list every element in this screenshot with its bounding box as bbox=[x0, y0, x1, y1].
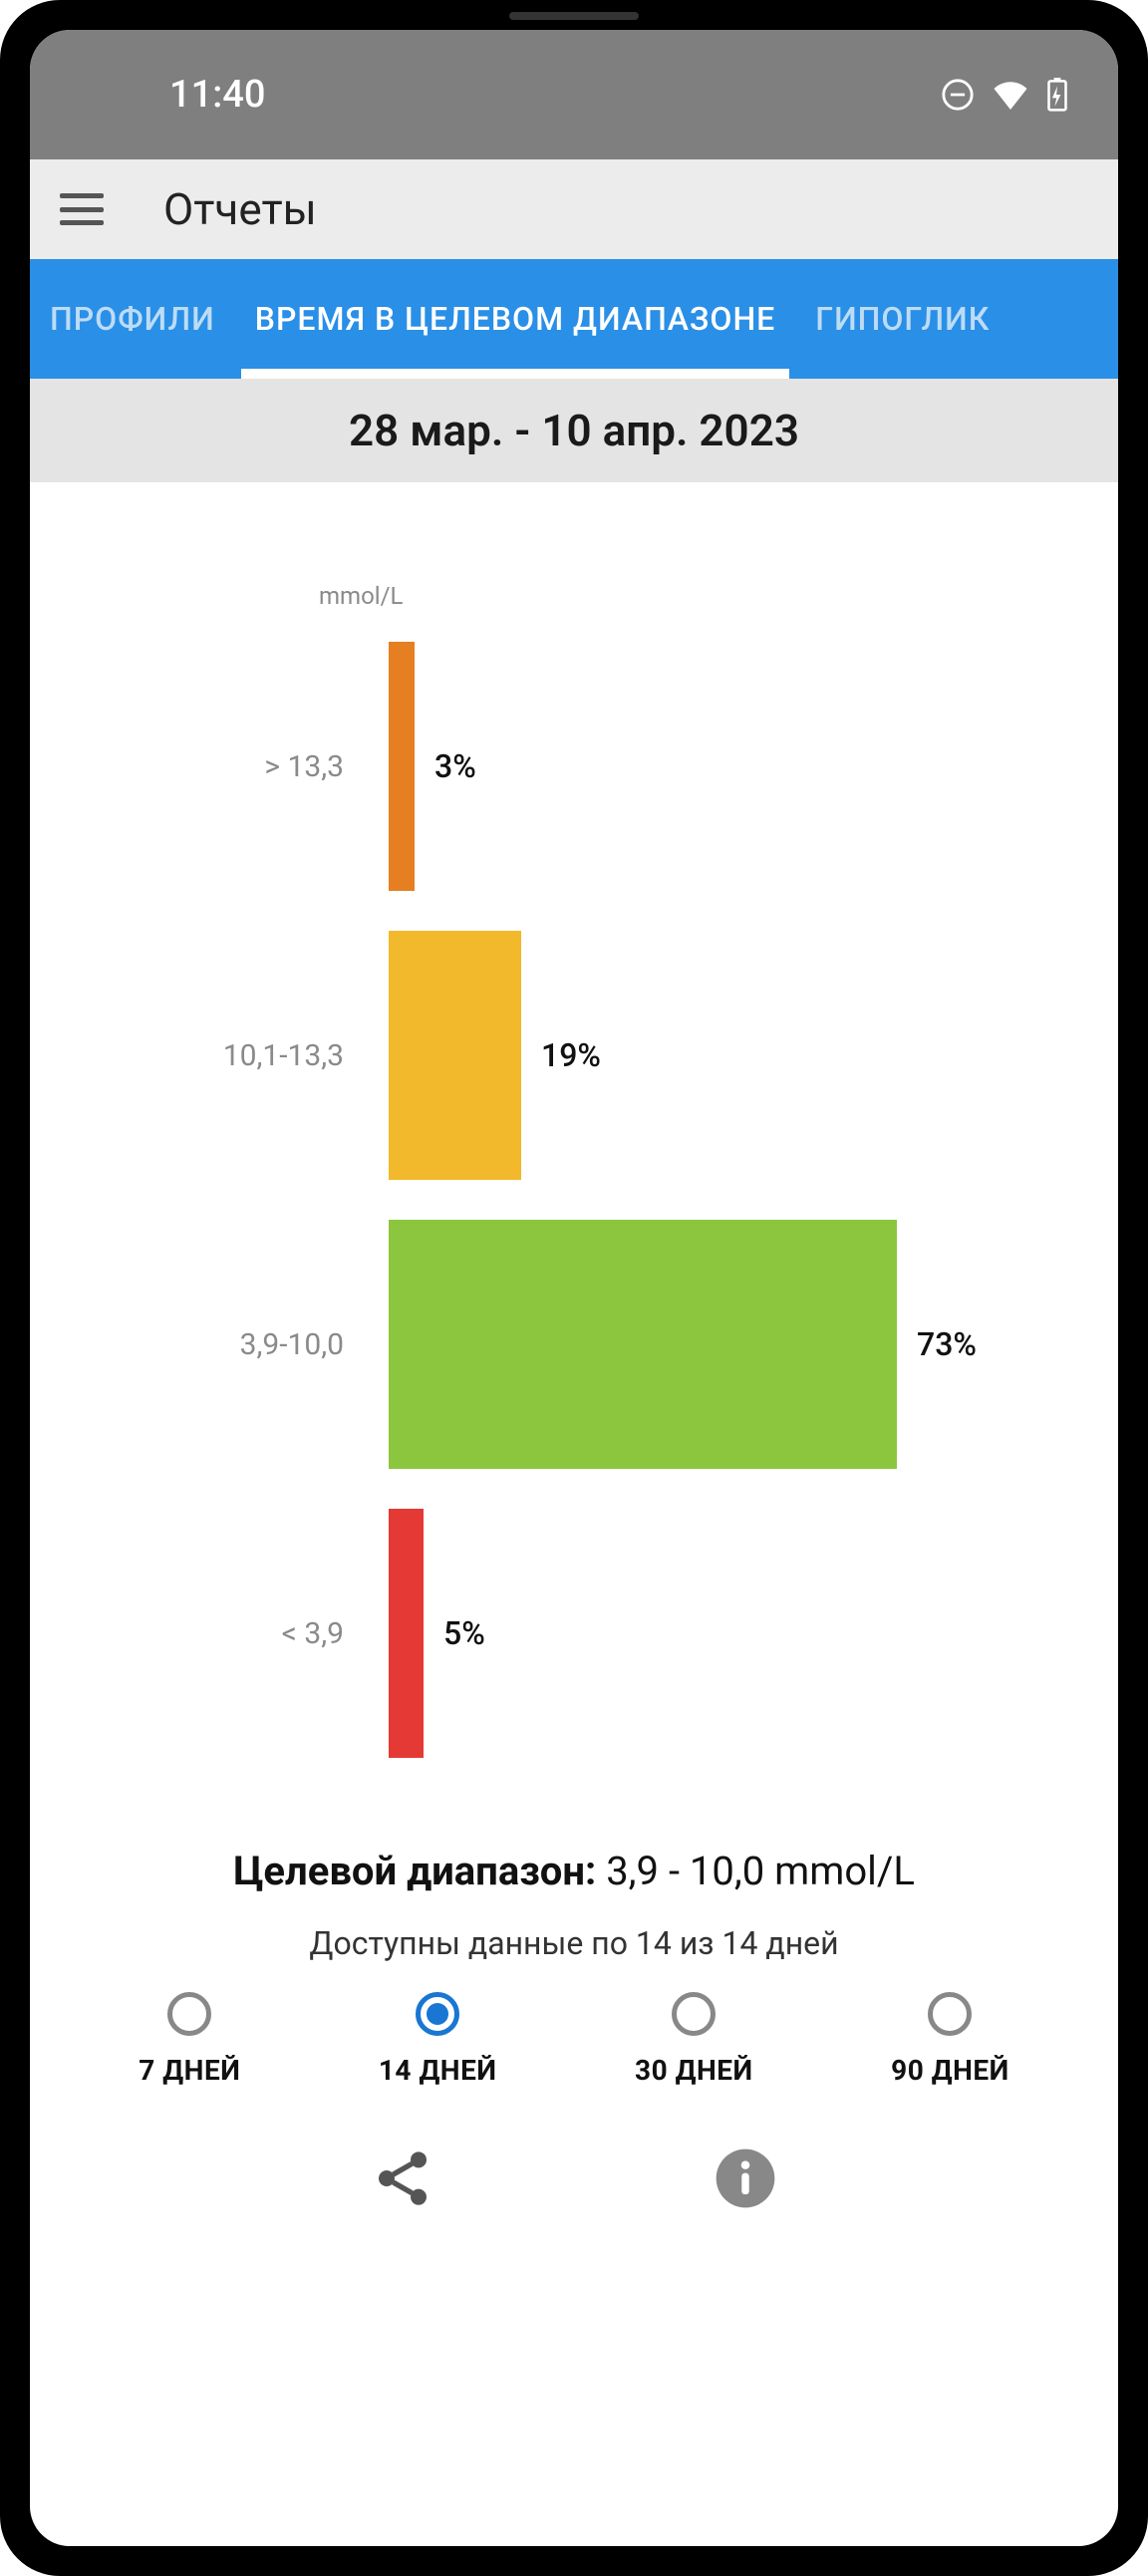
menu-icon[interactable] bbox=[60, 193, 104, 225]
data-availability: Доступны данные по 14 из 14 дней bbox=[30, 1924, 1118, 1962]
bar-percent: 5% bbox=[443, 1614, 485, 1652]
bar-row: > 13,3 3% bbox=[90, 622, 1058, 911]
period-label: 14 ДНЕЙ bbox=[379, 2054, 497, 2087]
tab-bar: ПРОФИЛИВРЕМЯ В ЦЕЛЕВОМ ДИАПАЗОНЕГИПОГЛИК bbox=[30, 259, 1118, 379]
bar-percent: 73% bbox=[917, 1325, 977, 1363]
device-frame: 11:40 Отчеты ПРОФИЛИВРЕМЯ В ЦЕЛЕВОМ ДИАП… bbox=[0, 0, 1148, 2576]
tab-1[interactable]: ВРЕМЯ В ЦЕЛЕВОМ ДИАПАЗОНЕ bbox=[235, 259, 796, 379]
radio[interactable] bbox=[416, 1992, 459, 2036]
bottom-actions bbox=[30, 2097, 1118, 2300]
period-label: 30 ДНЕЙ bbox=[635, 2054, 753, 2087]
bar-wrap: 5% bbox=[389, 1509, 1058, 1758]
bar bbox=[389, 642, 415, 891]
bar bbox=[389, 931, 521, 1180]
radio[interactable] bbox=[672, 1992, 716, 2036]
range-label: > 13,3 bbox=[90, 749, 389, 784]
period-selector: 7 ДНЕЙ 14 ДНЕЙ 30 ДНЕЙ 90 ДНЕЙ bbox=[30, 1962, 1118, 2097]
nav-pill[interactable] bbox=[425, 2524, 723, 2532]
date-range: 28 мар. - 10 апр. 2023 bbox=[30, 379, 1118, 482]
share-icon[interactable] bbox=[371, 2147, 434, 2210]
period-option[interactable]: 30 ДНЕЙ bbox=[635, 1992, 753, 2087]
bar-wrap: 19% bbox=[389, 931, 1058, 1180]
time-in-range-chart: mmol/L > 13,3 3% 10,1-13,3 19% 3,9-10,0 73% < … bbox=[30, 482, 1118, 1798]
period-option[interactable]: 90 ДНЕЙ bbox=[891, 1992, 1009, 2087]
range-label: < 3,9 bbox=[90, 1616, 389, 1651]
period-label: 90 ДНЕЙ bbox=[891, 2054, 1009, 2087]
period-label: 7 ДНЕЙ bbox=[139, 2054, 240, 2087]
bar-row: 10,1-13,3 19% bbox=[90, 911, 1058, 1200]
battery-icon bbox=[1046, 78, 1068, 112]
radio[interactable] bbox=[928, 1992, 972, 2036]
radio[interactable] bbox=[167, 1992, 211, 2036]
dnd-icon bbox=[941, 78, 975, 112]
target-range: Целевой диапазон: 3,9 - 10,0 mmol/L bbox=[30, 1848, 1118, 1894]
wifi-icon bbox=[993, 80, 1028, 110]
speaker-slot bbox=[509, 12, 639, 20]
clock: 11:40 bbox=[169, 73, 265, 117]
unit-label: mmol/L bbox=[319, 582, 1058, 610]
bar-wrap: 3% bbox=[389, 642, 1058, 891]
bar-row: < 3,9 5% bbox=[90, 1489, 1058, 1778]
target-label: Целевой диапазон: bbox=[233, 1848, 596, 1894]
range-label: 3,9-10,0 bbox=[90, 1327, 389, 1362]
status-bar: 11:40 bbox=[30, 30, 1118, 159]
bar-wrap: 73% bbox=[389, 1220, 1058, 1469]
range-label: 10,1-13,3 bbox=[90, 1038, 389, 1073]
period-option[interactable]: 7 ДНЕЙ bbox=[139, 1992, 240, 2087]
app-bar: Отчеты bbox=[30, 159, 1118, 259]
status-icons bbox=[941, 78, 1068, 112]
tab-2[interactable]: ГИПОГЛИК bbox=[795, 259, 1009, 379]
tab-0[interactable]: ПРОФИЛИ bbox=[30, 259, 235, 379]
bar-percent: 3% bbox=[434, 747, 476, 785]
bar-row: 3,9-10,0 73% bbox=[90, 1200, 1058, 1489]
screen: 11:40 Отчеты ПРОФИЛИВРЕМЯ В ЦЕЛЕВОМ ДИАП… bbox=[30, 30, 1118, 2546]
period-option[interactable]: 14 ДНЕЙ bbox=[379, 1992, 497, 2087]
page-title: Отчеты bbox=[163, 183, 317, 235]
bar bbox=[389, 1509, 424, 1758]
info-icon[interactable] bbox=[714, 2147, 777, 2210]
bar bbox=[389, 1220, 897, 1469]
bar-percent: 19% bbox=[541, 1036, 601, 1074]
target-value: 3,9 - 10,0 mmol/L bbox=[606, 1848, 915, 1894]
